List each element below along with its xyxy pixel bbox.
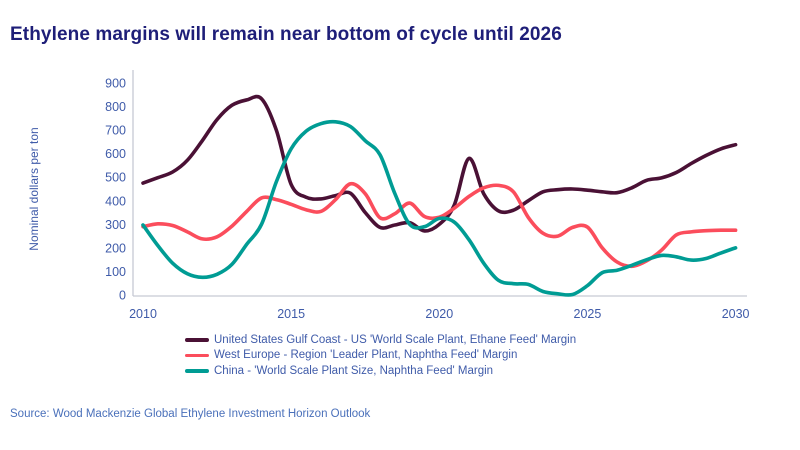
y-tick-label: 400: [105, 194, 126, 208]
x-tick-label: 2010: [129, 307, 157, 321]
series-line-china: [141, 119, 738, 297]
y-axis-title: Nominal dollars per ton: [27, 127, 41, 250]
y-tick-label: 700: [105, 124, 126, 138]
chart-title: Ethylene margins will remain near bottom…: [10, 24, 562, 45]
y-tick-label: 100: [105, 265, 126, 279]
line-chart: Nominal dollars per ton 0 100 200 300 400 500…: [27, 70, 750, 321]
x-tick-label: 2015: [277, 307, 305, 321]
y-tick-label: 600: [105, 147, 126, 161]
y-tick-label: 800: [105, 100, 126, 114]
y-tick-label: 0: [119, 289, 126, 303]
y-tick-label: 900: [105, 76, 126, 90]
y-tick-label: 500: [105, 171, 126, 185]
legend-swatch-united-states-line: [185, 338, 209, 342]
legend-item-west-europe: West Europe - Region 'Leader Plant, Naph…: [185, 348, 576, 364]
series-line-united-states: [141, 94, 738, 233]
legend-label-west-europe: West Europe - Region 'Leader Plant, Naph…: [214, 349, 518, 362]
axes: [132, 70, 747, 297]
chart-legend: United States Gulf Coast - US 'World Sca…: [185, 332, 576, 379]
legend-label-united-states: United States Gulf Coast - US 'World Sca…: [214, 333, 577, 346]
legend-label-china: China - 'World Scale Plant Size, Naphtha…: [214, 364, 494, 377]
legend-item-china: China - 'World Scale Plant Size, Naphtha…: [185, 363, 576, 379]
legend-swatch-west-europe-line: [185, 353, 209, 357]
legend-swatch-china-line: [185, 369, 209, 373]
y-tick-label: 200: [105, 241, 126, 255]
tick-labels: 0 100 200 300 400 500 600 700 800 900 2010 2015 2020…: [105, 76, 749, 321]
y-tick-label: 300: [105, 218, 126, 232]
x-tick-label: 2025: [574, 307, 602, 321]
legend-item-united-states: United States Gulf Coast - US 'World Sca…: [185, 332, 576, 348]
x-tick-label: 2020: [425, 307, 453, 321]
x-tick-label: 2030: [722, 307, 750, 321]
series-lines: [141, 94, 738, 297]
source-note: Source: Wood Mackenzie Global Ethylene I…: [10, 408, 371, 420]
